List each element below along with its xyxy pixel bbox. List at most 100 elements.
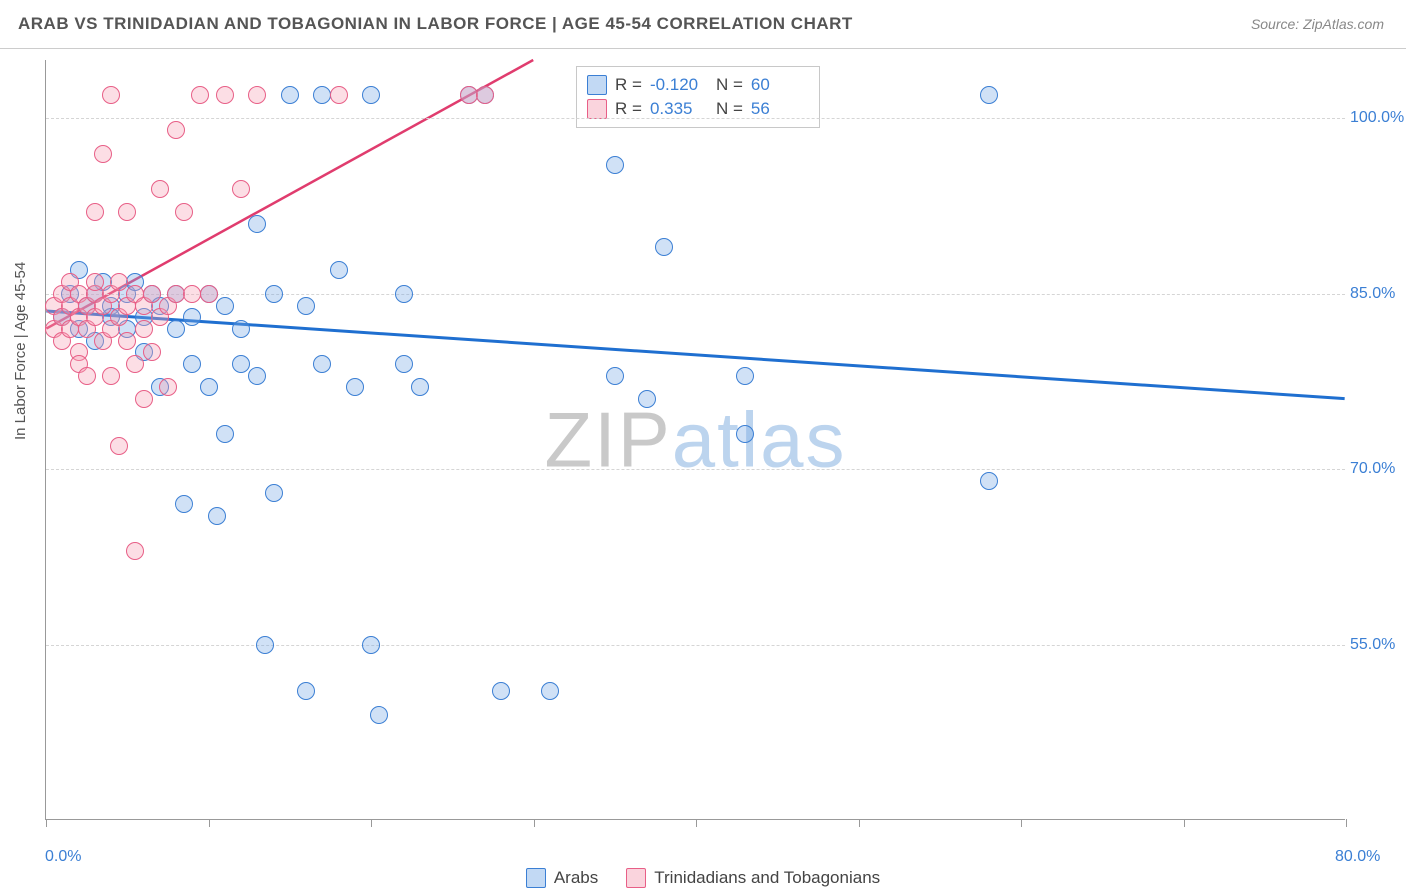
data-point-trinidadians (110, 437, 128, 455)
legend: Arabs Trinidadians and Tobagonians (0, 868, 1406, 888)
data-point-trinidadians (151, 180, 169, 198)
swatch-trinidadians-icon (626, 868, 646, 888)
data-point-arabs (395, 355, 413, 373)
data-point-arabs (313, 355, 331, 373)
data-point-arabs (256, 636, 274, 654)
swatch-trinidadians-icon (587, 99, 607, 119)
data-point-trinidadians (167, 121, 185, 139)
data-point-trinidadians (86, 273, 104, 291)
legend-item-trinidadians: Trinidadians and Tobagonians (626, 868, 880, 888)
data-point-arabs (248, 367, 266, 385)
data-point-trinidadians (216, 86, 234, 104)
data-point-trinidadians (126, 542, 144, 560)
data-point-arabs (265, 285, 283, 303)
data-point-trinidadians (118, 203, 136, 221)
data-point-arabs (281, 86, 299, 104)
data-point-trinidadians (175, 203, 193, 221)
y-axis-label: In Labor Force | Age 45-54 (12, 262, 29, 440)
data-point-arabs (980, 472, 998, 490)
swatch-arabs-icon (526, 868, 546, 888)
data-point-arabs (638, 390, 656, 408)
data-point-arabs (541, 682, 559, 700)
data-point-trinidadians (232, 180, 250, 198)
data-point-arabs (216, 297, 234, 315)
data-point-trinidadians (102, 86, 120, 104)
data-point-arabs (606, 367, 624, 385)
data-point-trinidadians (248, 86, 266, 104)
data-point-trinidadians (78, 367, 96, 385)
data-point-arabs (411, 378, 429, 396)
r-label: R = (615, 99, 642, 119)
data-point-arabs (297, 297, 315, 315)
data-point-arabs (655, 238, 673, 256)
data-point-trinidadians (200, 285, 218, 303)
stats-row-arabs: R = -0.120 N = 60 (587, 73, 809, 97)
data-point-arabs (370, 706, 388, 724)
data-point-arabs (980, 86, 998, 104)
data-point-arabs (208, 507, 226, 525)
data-point-trinidadians (476, 86, 494, 104)
data-point-arabs (736, 367, 754, 385)
data-point-arabs (362, 86, 380, 104)
x-tick (209, 819, 210, 827)
data-point-trinidadians (94, 145, 112, 163)
data-point-arabs (395, 285, 413, 303)
r-value-arabs: -0.120 (650, 75, 708, 95)
data-point-arabs (175, 495, 193, 513)
data-point-trinidadians (159, 378, 177, 396)
y-tick-label: 70.0% (1350, 460, 1405, 478)
data-point-trinidadians (102, 367, 120, 385)
data-point-arabs (297, 682, 315, 700)
x-tick (46, 819, 47, 827)
gridline-h (46, 469, 1345, 470)
data-point-arabs (232, 320, 250, 338)
data-point-arabs (200, 378, 218, 396)
data-point-arabs (362, 636, 380, 654)
r-label: R = (615, 75, 642, 95)
gridline-h (46, 118, 1345, 119)
data-point-trinidadians (143, 285, 161, 303)
data-point-arabs (346, 378, 364, 396)
r-value-trinidadians: 0.335 (650, 99, 708, 119)
scatter-chart: ZIPatlas R = -0.120 N = 60 R = 0.335 N =… (45, 60, 1345, 820)
x-tick (859, 819, 860, 827)
swatch-arabs-icon (587, 75, 607, 95)
data-point-arabs (492, 682, 510, 700)
data-point-arabs (265, 484, 283, 502)
x-tick (1346, 819, 1347, 827)
data-point-arabs (606, 156, 624, 174)
data-point-arabs (183, 308, 201, 326)
data-point-arabs (330, 261, 348, 279)
data-point-arabs (248, 215, 266, 233)
x-axis-min-label: 0.0% (45, 848, 81, 866)
data-point-arabs (736, 425, 754, 443)
n-value-trinidadians: 56 (751, 99, 809, 119)
data-point-trinidadians (135, 390, 153, 408)
x-tick (534, 819, 535, 827)
source-attribution: Source: ZipAtlas.com (1251, 16, 1384, 32)
y-tick-label: 55.0% (1350, 636, 1405, 654)
trend-lines-layer (46, 60, 1345, 819)
data-point-trinidadians (135, 320, 153, 338)
gridline-h (46, 294, 1345, 295)
y-tick-label: 85.0% (1350, 285, 1405, 303)
n-label: N = (716, 99, 743, 119)
data-point-arabs (232, 355, 250, 373)
gridline-h (46, 645, 1345, 646)
legend-label-arabs: Arabs (554, 868, 598, 888)
stats-row-trinidadians: R = 0.335 N = 56 (587, 97, 809, 121)
x-tick (1021, 819, 1022, 827)
x-tick (1184, 819, 1185, 827)
chart-title: ARAB VS TRINIDADIAN AND TOBAGONIAN IN LA… (18, 14, 853, 34)
data-point-trinidadians (86, 203, 104, 221)
x-tick (371, 819, 372, 827)
n-label: N = (716, 75, 743, 95)
y-tick-label: 100.0% (1350, 109, 1405, 127)
data-point-trinidadians (143, 343, 161, 361)
data-point-arabs (167, 320, 185, 338)
x-tick (696, 819, 697, 827)
data-point-trinidadians (110, 273, 128, 291)
data-point-arabs (183, 355, 201, 373)
data-point-trinidadians (191, 86, 209, 104)
n-value-arabs: 60 (751, 75, 809, 95)
